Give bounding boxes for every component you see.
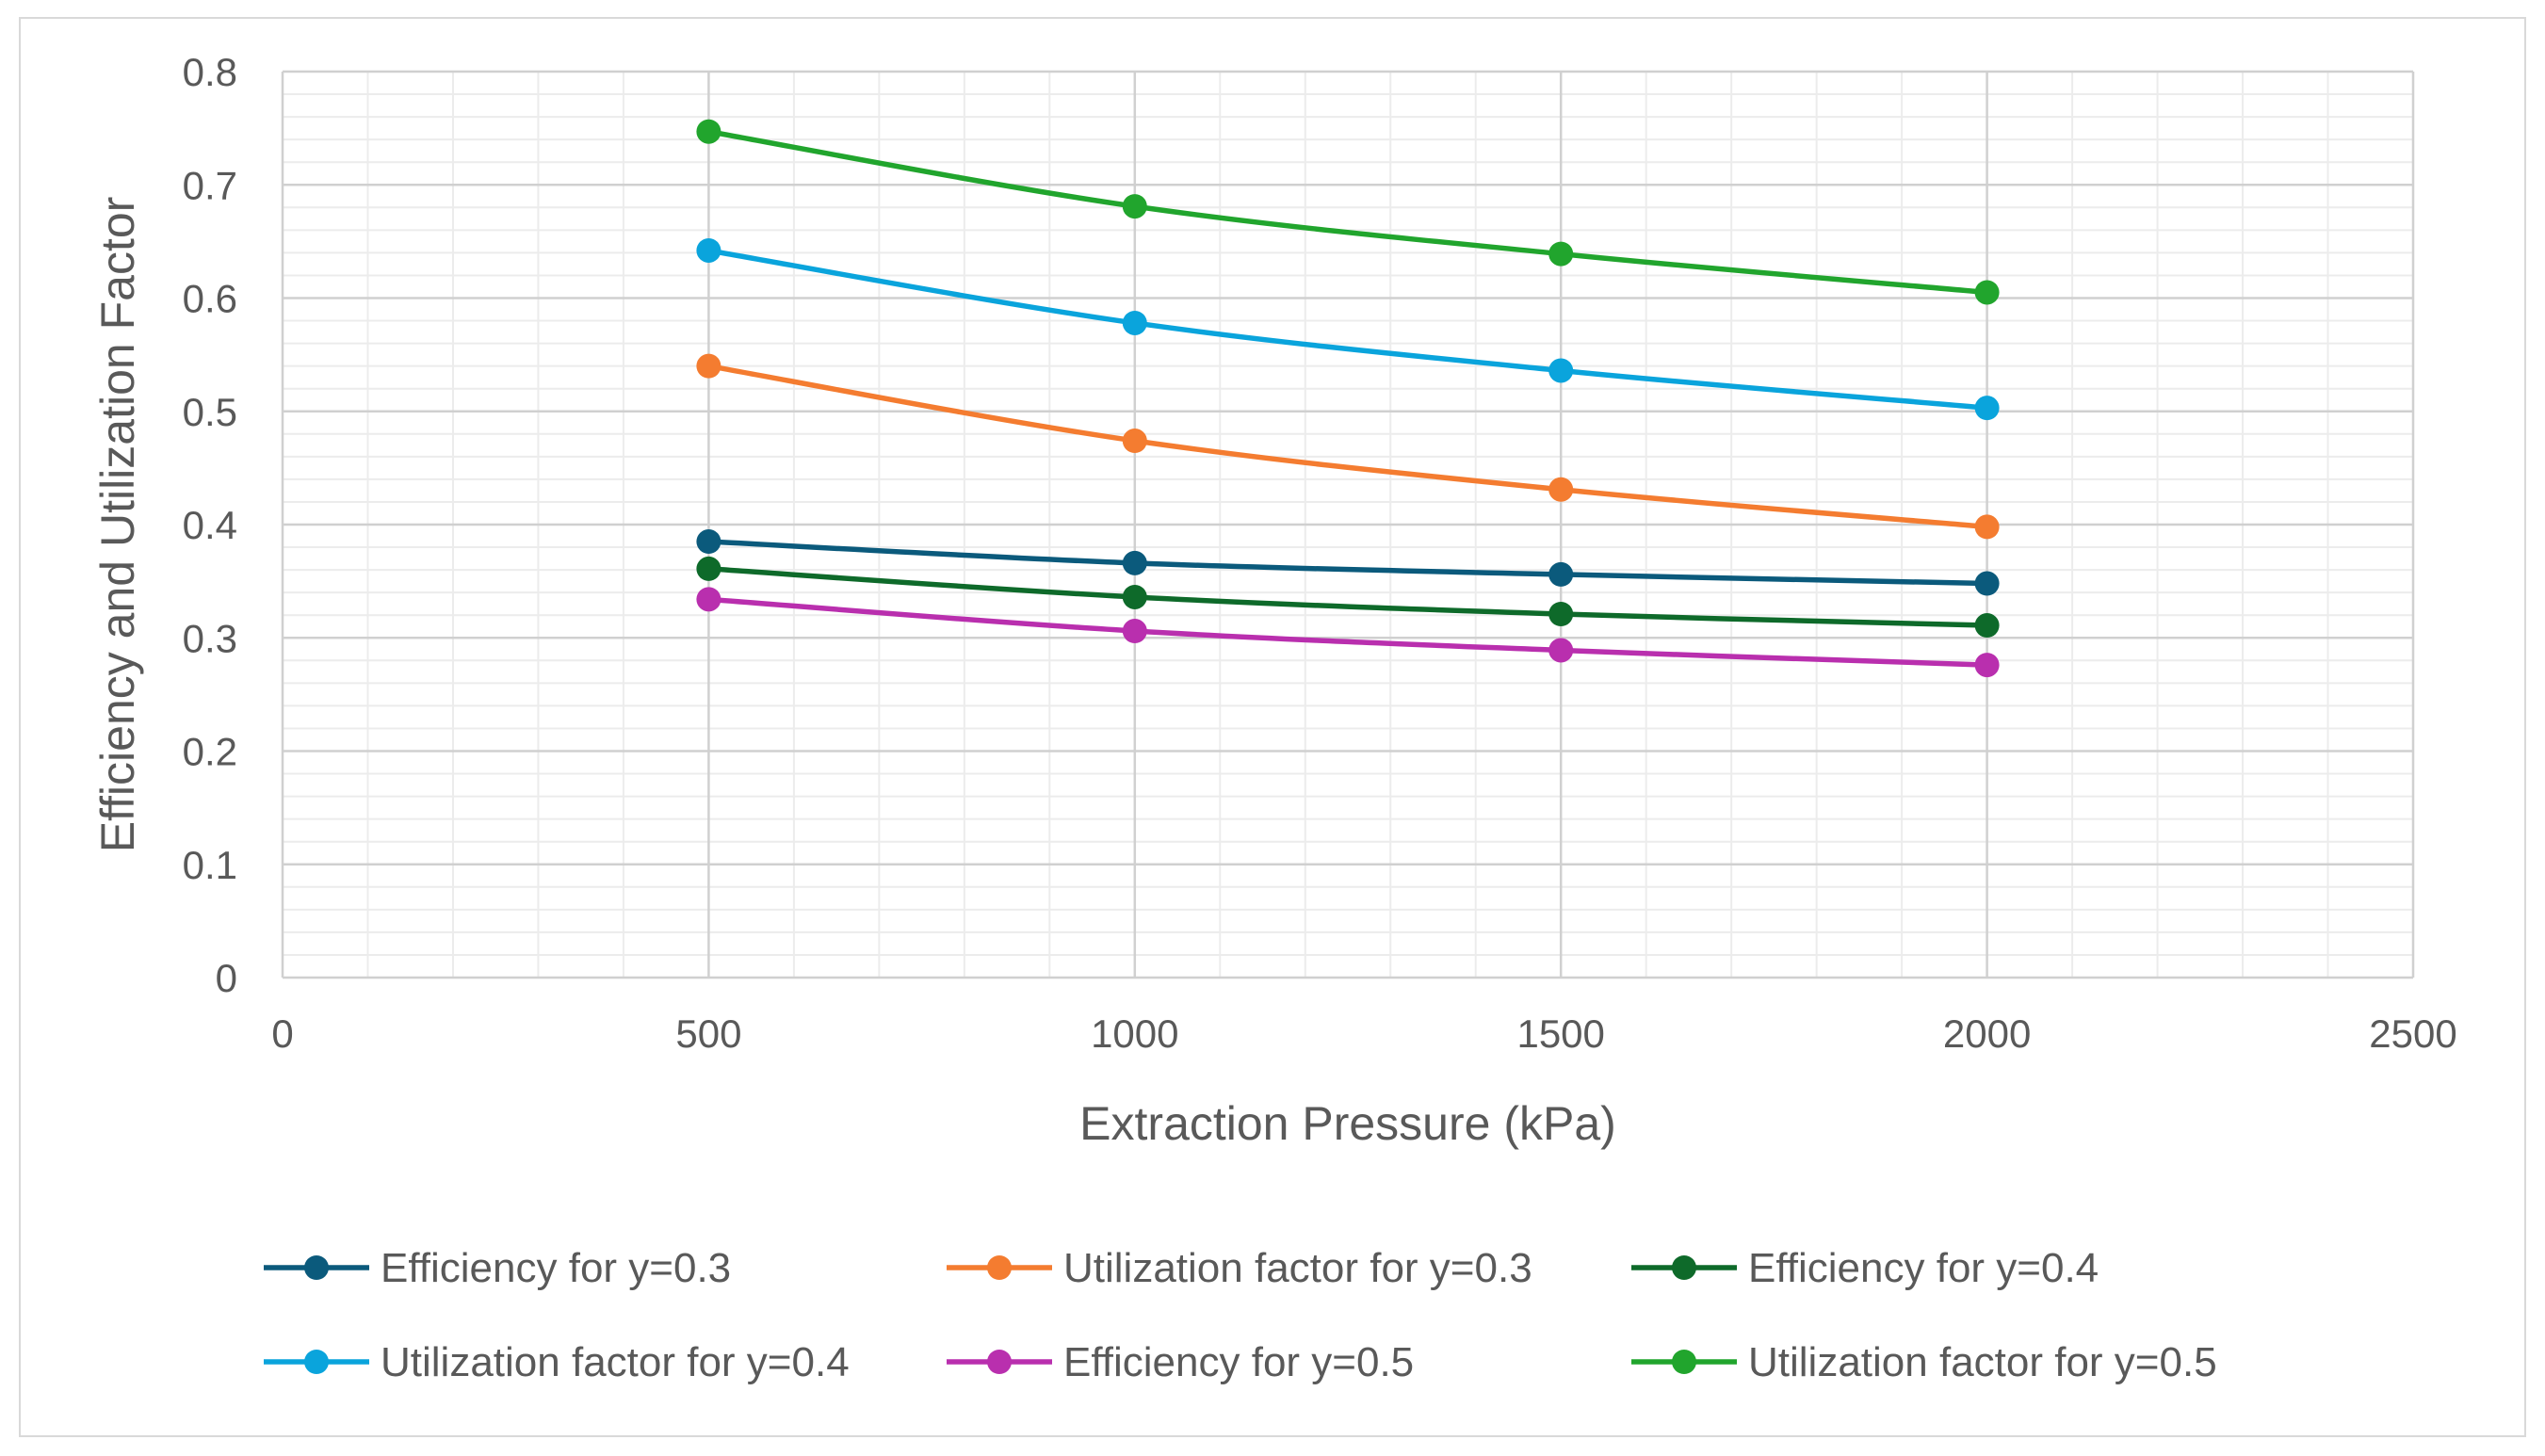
data-point xyxy=(1974,613,2000,639)
data-point xyxy=(1548,561,1574,587)
data-point xyxy=(1974,571,2000,596)
data-point xyxy=(1974,653,2000,678)
legend-item: Utilization factor for y=0.3 xyxy=(947,1245,1532,1291)
series-line xyxy=(705,596,1990,668)
legend-label: Efficiency for y=0.4 xyxy=(1748,1245,2099,1291)
data-point xyxy=(1548,241,1574,267)
legend-swatch-marker xyxy=(1672,1255,1696,1280)
legend-item: Efficiency for y=0.4 xyxy=(1631,1245,2099,1291)
x-tick-label: 2000 xyxy=(1943,1011,2031,1056)
series-line xyxy=(705,128,1990,296)
y-tick-label: 0.2 xyxy=(183,730,237,774)
data-point xyxy=(1974,396,2000,421)
data-point xyxy=(1122,584,1147,609)
data-point xyxy=(1122,194,1147,219)
x-tick-label: 0 xyxy=(271,1011,293,1056)
data-point xyxy=(696,237,721,263)
plot-area xyxy=(696,119,2000,678)
legend-label: Efficiency for y=0.5 xyxy=(1063,1339,1414,1385)
data-point xyxy=(1548,477,1574,502)
series-1 xyxy=(696,529,2000,596)
legend-label: Utilization factor for y=0.3 xyxy=(1063,1245,1532,1291)
y-tick-label: 0.8 xyxy=(183,50,237,94)
data-point xyxy=(696,353,721,379)
data-point xyxy=(696,119,721,144)
series-5 xyxy=(696,587,2000,678)
series-2 xyxy=(696,353,2000,540)
legend-label: Efficiency for y=0.3 xyxy=(381,1245,731,1291)
data-point xyxy=(1122,550,1147,575)
legend-item: Efficiency for y=0.3 xyxy=(264,1245,731,1291)
series-4 xyxy=(696,237,2000,421)
legend-label: Utilization factor for y=0.5 xyxy=(1748,1339,2217,1385)
legend-item: Utilization factor for y=0.4 xyxy=(264,1339,850,1385)
data-point xyxy=(1548,638,1574,663)
series-3 xyxy=(696,556,2000,639)
series-line xyxy=(705,539,1990,587)
axes: 0 500 1000 1500 2000 2500 0 0.1 0.2 0.3 0.4 0.5 0.6 0… xyxy=(183,50,2457,1056)
x-axis-title: Extraction Pressure (kPa) xyxy=(1079,1097,1616,1150)
series-line xyxy=(705,248,1990,411)
legend-swatch-marker xyxy=(304,1350,329,1374)
series-line xyxy=(705,363,1990,530)
y-tick-label: 0.7 xyxy=(183,163,237,207)
legend-swatch-marker xyxy=(987,1350,1012,1374)
x-tick-label: 500 xyxy=(675,1011,741,1056)
series-6 xyxy=(696,119,2000,305)
x-tick-label: 2500 xyxy=(2369,1011,2456,1056)
data-point xyxy=(1122,310,1147,335)
y-tick-label: 0.4 xyxy=(183,503,237,547)
data-point xyxy=(696,587,721,612)
y-tick-label: 0.3 xyxy=(183,616,237,660)
data-point xyxy=(1974,514,2000,540)
y-tick-label: 0.1 xyxy=(183,843,237,887)
grid xyxy=(281,70,2415,979)
legend: Efficiency for y=0.3 Utilization factor f… xyxy=(264,1245,2217,1385)
data-point xyxy=(1122,429,1147,454)
y-tick-label: 0 xyxy=(216,956,237,1000)
legend-label: Utilization factor for y=0.4 xyxy=(381,1339,850,1385)
legend-item: Utilization factor for y=0.5 xyxy=(1631,1339,2217,1385)
y-tick-label: 0.6 xyxy=(183,277,237,321)
y-tick-label: 0.5 xyxy=(183,390,237,434)
legend-swatch-marker xyxy=(1672,1350,1696,1374)
legend-item: Efficiency for y=0.5 xyxy=(947,1339,1414,1385)
data-point xyxy=(1548,358,1574,383)
legend-swatch-marker xyxy=(987,1255,1012,1280)
y-axis-title: Efficiency and Utilization Factor xyxy=(91,197,144,853)
data-point xyxy=(696,529,721,555)
series-line xyxy=(705,566,1990,628)
x-tick-label: 1000 xyxy=(1091,1011,1178,1056)
data-point xyxy=(1548,601,1574,626)
data-point xyxy=(1974,280,2000,305)
legend-swatch-marker xyxy=(304,1255,329,1280)
data-point xyxy=(696,556,721,581)
x-tick-label: 1500 xyxy=(1516,1011,1604,1056)
data-point xyxy=(1122,619,1147,644)
